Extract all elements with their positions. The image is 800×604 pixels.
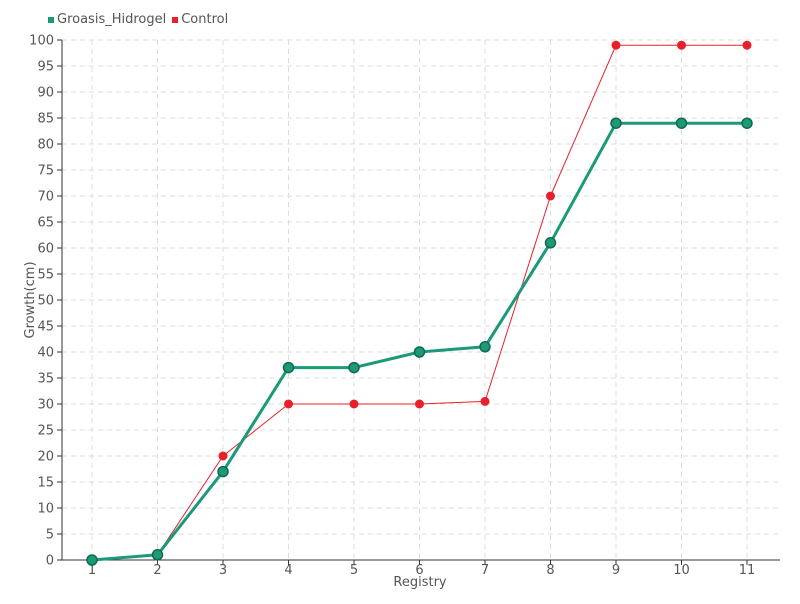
data-point-groasis bbox=[413, 346, 426, 358]
x-axis-title: Registry bbox=[393, 575, 447, 590]
data-point-groasis bbox=[610, 117, 622, 129]
y-tick-label: 85 bbox=[37, 112, 54, 127]
data-point-groasis bbox=[151, 549, 164, 561]
data-point-control bbox=[218, 451, 228, 461]
data-point-control bbox=[546, 191, 555, 201]
x-tick-label: 6 bbox=[415, 563, 423, 578]
series-points bbox=[86, 40, 753, 566]
data-point-control bbox=[349, 399, 359, 409]
legend-label-control: Control bbox=[181, 12, 229, 27]
x-tick-label: 4 bbox=[284, 563, 292, 578]
legend-item-control: Control bbox=[172, 12, 228, 27]
legend-label-groasis: Groasis_Hidrogel bbox=[57, 12, 167, 27]
legend-swatch-control bbox=[172, 16, 179, 23]
y-tick-label: 0 bbox=[46, 554, 54, 569]
y-tick-label: 10 bbox=[37, 502, 54, 517]
legend-swatch-groasis bbox=[48, 16, 54, 23]
data-point-groasis bbox=[86, 554, 98, 566]
y-tick-label: 45 bbox=[37, 320, 54, 335]
y-tick-label: 95 bbox=[37, 60, 54, 75]
x-tick-label: 1 bbox=[88, 563, 96, 578]
data-point-control bbox=[677, 40, 686, 50]
data-point-groasis bbox=[544, 237, 557, 249]
data-point-groasis bbox=[348, 361, 360, 374]
y-tick-label: 50 bbox=[37, 294, 54, 309]
y-tick-label: 40 bbox=[37, 346, 54, 361]
axis-labels: Registry Growth(cm) bbox=[23, 261, 447, 590]
data-point-control bbox=[611, 40, 621, 50]
y-tick-label: 25 bbox=[37, 424, 54, 439]
grid-lines bbox=[62, 39, 780, 560]
y-tick-label: 55 bbox=[37, 268, 54, 283]
chart-legend: Groasis_Hidrogel Control bbox=[48, 12, 234, 27]
data-point-control bbox=[480, 396, 490, 406]
data-point-control bbox=[742, 40, 752, 50]
data-point-groasis bbox=[741, 117, 753, 129]
y-tick-label: 80 bbox=[37, 138, 54, 153]
y-tick-label: 65 bbox=[37, 216, 54, 231]
x-tick-label: 10 bbox=[673, 563, 690, 578]
x-tick-label: 2 bbox=[153, 563, 161, 578]
x-tick-label: 7 bbox=[481, 563, 489, 578]
axes: 0510152025303540455055606570758085909510… bbox=[29, 34, 780, 578]
y-tick-label: 35 bbox=[37, 372, 54, 387]
y-tick-label: 90 bbox=[37, 86, 54, 101]
y-axis-title: Growth(cm) bbox=[23, 261, 38, 338]
y-tick-label: 30 bbox=[37, 398, 54, 413]
y-tick-label: 20 bbox=[37, 450, 54, 465]
data-point-control bbox=[284, 399, 293, 409]
data-point-groasis bbox=[217, 465, 229, 478]
data-point-groasis bbox=[479, 341, 491, 353]
y-tick-label: 70 bbox=[37, 190, 54, 205]
x-tick-label: 9 bbox=[612, 563, 620, 578]
data-point-control bbox=[415, 399, 424, 409]
legend-item-groasis: Groasis_Hidrogel bbox=[48, 12, 166, 27]
x-tick-label: 8 bbox=[546, 563, 554, 578]
y-tick-label: 5 bbox=[46, 528, 54, 543]
y-tick-label: 15 bbox=[37, 476, 54, 491]
y-tick-label: 100 bbox=[29, 34, 54, 49]
x-tick-label: 11 bbox=[739, 563, 756, 578]
x-tick-label: 3 bbox=[219, 563, 227, 578]
data-point-groasis bbox=[282, 361, 295, 374]
y-tick-label: 75 bbox=[37, 164, 54, 179]
x-tick-label: 5 bbox=[350, 563, 358, 578]
y-tick-label: 60 bbox=[37, 242, 54, 257]
data-point-groasis bbox=[675, 117, 688, 129]
